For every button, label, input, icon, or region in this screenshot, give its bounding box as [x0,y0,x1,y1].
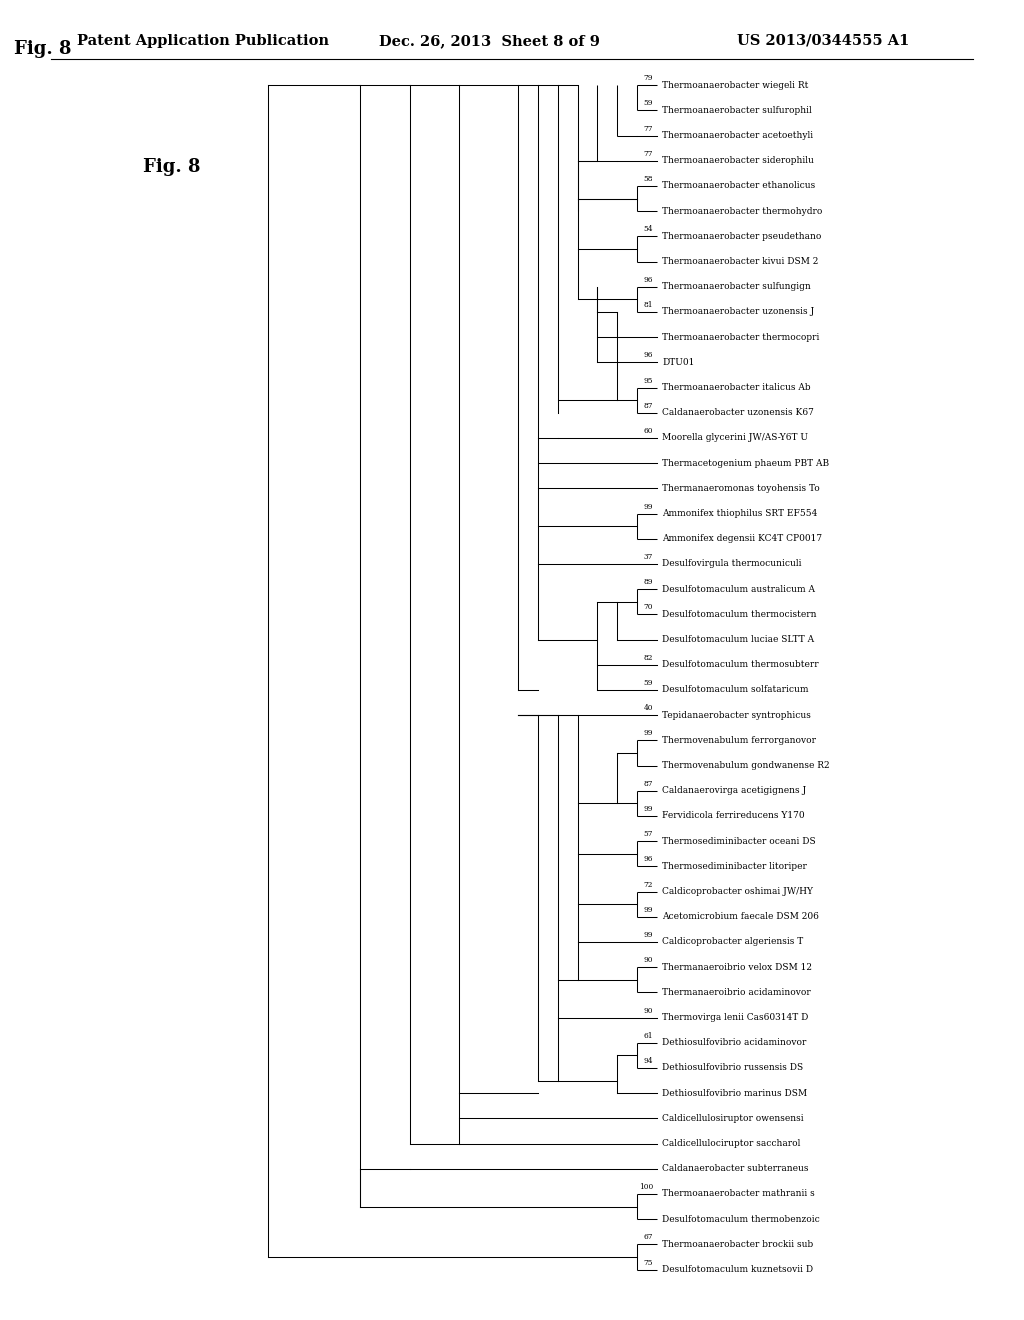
Text: Thermacetogenium phaeum PBT AB: Thermacetogenium phaeum PBT AB [663,459,829,467]
Text: DTU01: DTU01 [663,358,695,367]
Text: 87: 87 [644,401,653,409]
Text: 59: 59 [644,99,653,107]
Text: Thermoanaerobacter ethanolicus: Thermoanaerobacter ethanolicus [663,181,816,190]
Text: Desulfotomaculum solfataricum: Desulfotomaculum solfataricum [663,685,809,694]
Text: 75: 75 [644,1258,653,1267]
Text: US 2013/0344555 A1: US 2013/0344555 A1 [737,34,909,48]
Text: 96: 96 [644,855,653,863]
Text: Thermoanaerobacter kivui DSM 2: Thermoanaerobacter kivui DSM 2 [663,257,819,267]
Text: 67: 67 [644,1233,653,1241]
Text: Desulfotomaculum luciae SLTT A: Desulfotomaculum luciae SLTT A [663,635,814,644]
Text: 61: 61 [644,1032,653,1040]
Text: Desulfotomaculum thermocistern: Desulfotomaculum thermocistern [663,610,817,619]
Text: Caldanaerovirga acetigignens J: Caldanaerovirga acetigignens J [663,787,807,795]
Text: 99: 99 [644,931,653,939]
Text: 82: 82 [644,653,653,661]
Text: Thermoanaerobacter siderophilu: Thermoanaerobacter siderophilu [663,156,814,165]
Text: 79: 79 [644,74,653,82]
Text: 89: 89 [644,578,653,586]
Text: 87: 87 [644,780,653,788]
Text: 99: 99 [644,503,653,511]
Text: Desulfotomaculum thermosubterr: Desulfotomaculum thermosubterr [663,660,819,669]
Text: Dethiosulfovibrio marinus DSM: Dethiosulfovibrio marinus DSM [663,1089,808,1098]
Text: 72: 72 [644,880,653,888]
Text: Thermoanaerobacter wiegeli Rt: Thermoanaerobacter wiegeli Rt [663,81,809,90]
Text: Caldanaerobacter uzonensis K67: Caldanaerobacter uzonensis K67 [663,408,814,417]
Text: Caldicoprobacter algeriensis T: Caldicoprobacter algeriensis T [663,937,804,946]
Text: Fig. 8: Fig. 8 [14,40,72,58]
Text: Fig. 8: Fig. 8 [143,157,201,176]
Text: Caldicellulosiruptor owensensi: Caldicellulosiruptor owensensi [663,1114,804,1123]
Text: Thermoanaerobacter uzonensis J: Thermoanaerobacter uzonensis J [663,308,815,317]
Text: Caldicoprobacter oshimai JW/HY: Caldicoprobacter oshimai JW/HY [663,887,813,896]
Text: 77: 77 [644,149,653,158]
Text: Tepidanaerobacter syntrophicus: Tepidanaerobacter syntrophicus [663,710,811,719]
Text: 90: 90 [644,1007,653,1015]
Text: 37: 37 [644,553,653,561]
Text: Thermoanaerobacter sulfungign: Thermoanaerobacter sulfungign [663,282,811,292]
Text: Dec. 26, 2013  Sheet 8 of 9: Dec. 26, 2013 Sheet 8 of 9 [379,34,600,48]
Text: 57: 57 [644,830,653,838]
Text: 96: 96 [644,276,653,284]
Text: 90: 90 [644,956,653,964]
Text: Desulfovirgula thermocuniculi: Desulfovirgula thermocuniculi [663,560,802,569]
Text: 59: 59 [644,678,653,686]
Text: Caldanaerobacter subterraneus: Caldanaerobacter subterraneus [663,1164,809,1173]
Text: Thermoanaerobacter acetoethyli: Thermoanaerobacter acetoethyli [663,131,813,140]
Text: Ammonifex degensii KC4T CP0017: Ammonifex degensii KC4T CP0017 [663,535,822,544]
Text: 40: 40 [644,704,653,713]
Text: Desulfotomaculum australicum A: Desulfotomaculum australicum A [663,585,815,594]
Text: Thermoanaerobacter mathranii s: Thermoanaerobacter mathranii s [663,1189,815,1199]
Text: Ammonifex thiophilus SRT EF554: Ammonifex thiophilus SRT EF554 [663,510,818,519]
Text: 100: 100 [639,1183,653,1191]
Text: 95: 95 [644,376,653,384]
Text: 54: 54 [644,226,653,234]
Text: Dethiosulfovibrio russensis DS: Dethiosulfovibrio russensis DS [663,1064,804,1072]
Text: Moorella glycerini JW/AS-Y6T U: Moorella glycerini JW/AS-Y6T U [663,433,808,442]
Text: Thermosediminibacter litoriper: Thermosediminibacter litoriper [663,862,807,871]
Text: Fervidicola ferrireducens Y170: Fervidicola ferrireducens Y170 [663,812,805,821]
Text: 94: 94 [644,1057,653,1065]
Text: 99: 99 [644,906,653,913]
Text: Dethiosulfovibrio acidaminovor: Dethiosulfovibrio acidaminovor [663,1039,807,1047]
Text: 81: 81 [644,301,653,309]
Text: Thermanaeroibrio velox DSM 12: Thermanaeroibrio velox DSM 12 [663,962,812,972]
Text: Patent Application Publication: Patent Application Publication [77,34,329,48]
Text: 77: 77 [644,124,653,132]
Text: 96: 96 [644,351,653,359]
Text: 60: 60 [644,426,653,436]
Text: Thermoanaerobacter brockii sub: Thermoanaerobacter brockii sub [663,1239,814,1249]
Text: Desulfotomaculum thermobenzoic: Desulfotomaculum thermobenzoic [663,1214,820,1224]
Text: Desulfotomaculum kuznetsovii D: Desulfotomaculum kuznetsovii D [663,1265,813,1274]
Text: Thermoanaerobacter sulfurophil: Thermoanaerobacter sulfurophil [663,106,812,115]
Text: Thermanaeromonas toyohensis To: Thermanaeromonas toyohensis To [663,484,820,492]
Text: 70: 70 [644,603,653,611]
Text: Thermosediminibacter oceani DS: Thermosediminibacter oceani DS [663,837,816,846]
Text: 99: 99 [644,730,653,738]
Text: Thermovirga lenii Cas60314T D: Thermovirga lenii Cas60314T D [663,1014,809,1022]
Text: Thermoanaerobacter thermocopri: Thermoanaerobacter thermocopri [663,333,820,342]
Text: Thermovenabulum ferrorganovor: Thermovenabulum ferrorganovor [663,737,816,744]
Text: 99: 99 [644,805,653,813]
Text: Caldicellulociruptor saccharol: Caldicellulociruptor saccharol [663,1139,801,1148]
Text: Thermovenabulum gondwanense R2: Thermovenabulum gondwanense R2 [663,762,830,770]
Text: Acetomicrobium faecale DSM 206: Acetomicrobium faecale DSM 206 [663,912,819,921]
Text: 58: 58 [644,176,653,183]
Text: Thermoanaerobacter thermohydro: Thermoanaerobacter thermohydro [663,207,823,215]
Text: Thermoanaerobacter italicus Ab: Thermoanaerobacter italicus Ab [663,383,811,392]
Text: Thermanaeroibrio acidaminovor: Thermanaeroibrio acidaminovor [663,987,811,997]
Text: Thermoanaerobacter pseudethano: Thermoanaerobacter pseudethano [663,232,822,240]
